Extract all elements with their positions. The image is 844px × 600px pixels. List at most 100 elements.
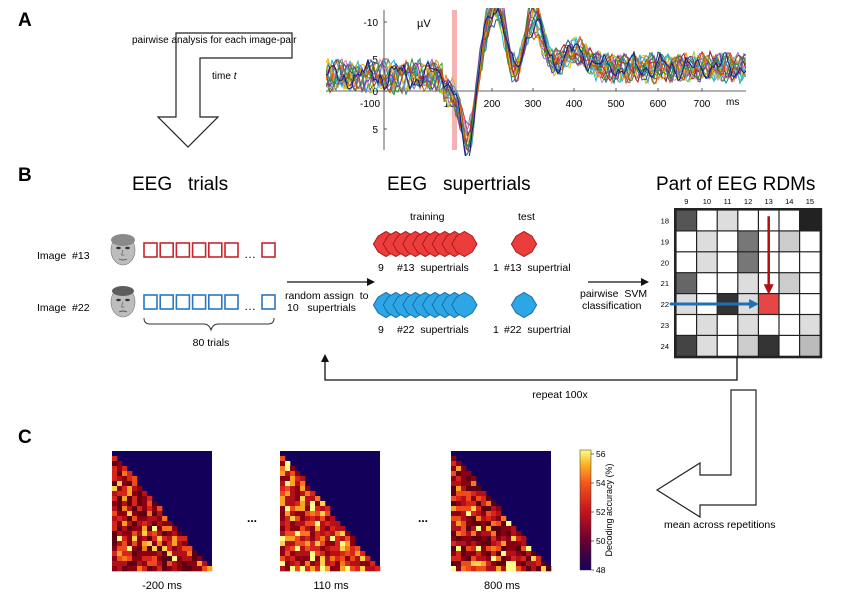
decoding-cell — [157, 536, 163, 542]
erp-y-tick-label: 5 — [372, 125, 378, 136]
decoding-cell — [330, 561, 336, 567]
erp-x-unit-label: ms — [726, 97, 739, 108]
decoding-cell — [132, 546, 138, 552]
decoding-cell — [280, 486, 286, 492]
decoding-cell — [350, 551, 356, 557]
decoding-cell — [350, 566, 356, 572]
trial-box — [159, 294, 174, 310]
decoding-cell — [310, 506, 316, 512]
decoding-cell — [315, 501, 321, 507]
decoding-cell — [506, 536, 512, 542]
decoding-cell — [471, 541, 477, 547]
decoding-cell — [127, 486, 133, 492]
decoding-cell — [285, 531, 291, 537]
decoding-cell — [172, 541, 178, 547]
decoding-cell — [117, 526, 123, 532]
decoding-cell — [330, 516, 336, 522]
supertrial-blob — [451, 291, 478, 319]
decoding-cell — [117, 481, 123, 487]
decoding-cell — [486, 556, 492, 562]
decoding-cell — [187, 556, 193, 562]
decoding-cell — [300, 496, 306, 502]
decoding-cell — [137, 546, 143, 552]
decoding-cell — [290, 511, 296, 517]
decoding-cell — [122, 501, 128, 507]
rdm-col-label: 9 — [684, 197, 688, 206]
decoding-cell — [536, 566, 542, 572]
decoding-cell — [152, 516, 158, 522]
decoding-cell — [491, 551, 497, 557]
decoding-cell — [501, 556, 507, 562]
sup13-label: #13 supertrials — [397, 262, 469, 274]
decoding-cell — [167, 561, 173, 567]
decoding-cell — [112, 501, 118, 507]
decoding-cell — [451, 531, 457, 537]
decoding-cell — [521, 536, 527, 542]
decoding-cell — [167, 566, 173, 572]
decoding-cell — [137, 491, 143, 497]
decoding-cell — [290, 541, 296, 547]
decoding-cell — [305, 536, 311, 542]
decoding-cell — [335, 546, 341, 552]
decoding-cell — [177, 556, 183, 562]
decoding-cell — [295, 491, 301, 497]
decoding-cell — [122, 481, 128, 487]
decoding-cell — [112, 496, 118, 502]
decoding-cell — [315, 516, 321, 522]
decoding-cell — [285, 466, 291, 472]
decoding-cell — [132, 506, 138, 512]
decoding-cell — [132, 511, 138, 517]
decoding-cell — [157, 521, 163, 527]
decoding-cell — [127, 476, 133, 482]
decoding-cell — [501, 566, 507, 572]
colorbar — [579, 449, 592, 571]
decoding-cell — [350, 556, 356, 562]
matrix-time-2: 110 ms — [313, 580, 349, 592]
decoding-cell — [330, 556, 336, 562]
decoding-cell — [466, 541, 472, 547]
decoding-cell — [192, 551, 198, 557]
decoding-cell — [501, 526, 507, 532]
decoding-cell — [172, 531, 178, 537]
decoding-cell — [152, 506, 158, 512]
decoding-cell — [466, 551, 472, 557]
decoding-cell — [476, 531, 482, 537]
decoding-cell — [451, 546, 457, 552]
rdm-cell — [697, 315, 717, 335]
decoding-cell — [147, 566, 153, 572]
erp-y-tick-label: 0 — [372, 87, 378, 98]
decoding-cell — [526, 566, 532, 572]
rdm-cell — [759, 294, 779, 314]
decoding-cell — [325, 531, 331, 537]
mean-label: mean across repetitions — [664, 519, 775, 531]
decoding-cell — [285, 501, 291, 507]
decoding-cell — [486, 546, 492, 552]
decoding-cell — [350, 541, 356, 547]
decoding-cell — [471, 536, 477, 542]
decoding-cell — [466, 561, 472, 567]
erp-waveform — [326, 8, 746, 156]
decoding-cell — [501, 531, 507, 537]
decoding-cell — [456, 526, 462, 532]
decoding-cell — [132, 521, 138, 527]
decoding-cell — [310, 546, 316, 552]
decoding-cell — [167, 551, 173, 557]
ellipsis-22: … — [244, 299, 256, 313]
decoding-cell — [137, 551, 143, 557]
decoding-cell — [461, 491, 467, 497]
decoding-cell — [187, 561, 193, 567]
rdm-row-label: 24 — [661, 342, 669, 351]
decoding-cell — [152, 541, 158, 547]
decoding-cell — [127, 531, 133, 537]
decoding-cell — [526, 546, 532, 552]
decoding-cell — [290, 546, 296, 552]
decoding-cell — [172, 566, 178, 572]
decoding-cell — [491, 506, 497, 512]
decoding-cell — [127, 541, 133, 547]
rdm-cell — [779, 294, 799, 314]
decoding-cell — [117, 491, 123, 497]
decoding-cell — [451, 481, 457, 487]
decoding-cell — [142, 491, 148, 497]
decoding-cell — [117, 566, 123, 572]
decoding-cell — [285, 546, 291, 552]
